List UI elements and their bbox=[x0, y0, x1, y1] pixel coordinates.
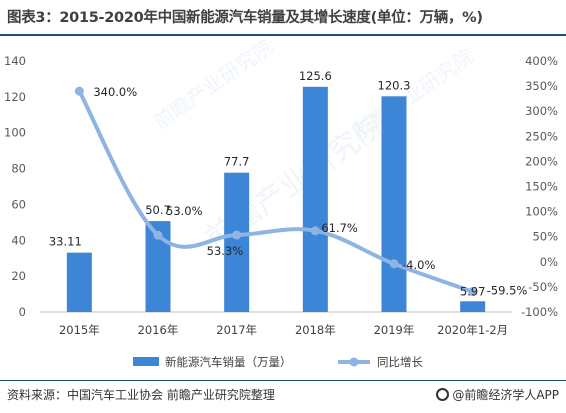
growth-point bbox=[74, 86, 84, 96]
left-tick-label: 40 bbox=[11, 233, 26, 247]
bar bbox=[381, 96, 407, 313]
bar-value-label: 50.7 bbox=[145, 203, 171, 217]
source-note: 资料来源：中国汽车工业协会 前瞻产业研究院整理 bbox=[7, 388, 275, 402]
x-tick-label: 2018年 bbox=[295, 323, 336, 337]
growth-point bbox=[153, 230, 163, 240]
bar bbox=[66, 252, 92, 312]
x-axis: 2015年 2016年 2017年 2018年 2019年 2020年1-2月 bbox=[59, 323, 508, 337]
right-tick-label: 350% bbox=[525, 79, 558, 93]
right-tick-label: 0% bbox=[540, 255, 558, 269]
growth-value-label: -4.0% bbox=[402, 258, 435, 272]
right-tick-label: -50% bbox=[528, 280, 558, 294]
growth-value-label: 53.3% bbox=[207, 244, 244, 258]
title-rule bbox=[0, 34, 566, 36]
left-tick-label: 20 bbox=[11, 269, 26, 283]
right-tick-label: 200% bbox=[525, 154, 558, 168]
legend-bar-label: 新能源汽车销量（万量） bbox=[165, 355, 292, 369]
left-tick-label: 80 bbox=[11, 162, 26, 176]
right-tick-label: 150% bbox=[525, 180, 558, 194]
bar-value-label: 33.11 bbox=[49, 235, 82, 249]
bar bbox=[460, 301, 486, 312]
line-labels: 340.0% 53.0% 53.3% 61.7% -4.0% -59.5% bbox=[93, 85, 527, 298]
growth-point bbox=[310, 226, 320, 236]
bar-value-label: 125.6 bbox=[299, 69, 332, 83]
right-tick-label: 50% bbox=[532, 230, 558, 244]
bar bbox=[302, 86, 328, 313]
bar-value-label: 120.3 bbox=[378, 78, 411, 92]
x-tick-label: 2019年 bbox=[374, 323, 415, 337]
legend: 新能源汽车销量（万量） 同比增长 bbox=[133, 355, 423, 369]
left-tick-label: 60 bbox=[11, 197, 26, 211]
right-tick-label: 250% bbox=[525, 129, 558, 143]
x-tick-label: 2017年 bbox=[216, 323, 257, 337]
left-tick-label: 120 bbox=[4, 90, 26, 104]
right-tick-label: 300% bbox=[525, 104, 558, 118]
brand-logo-icon bbox=[436, 388, 450, 401]
legend-bar-swatch bbox=[133, 357, 159, 366]
right-tick-label: -100% bbox=[521, 305, 558, 319]
svg-text:前瞻产业研究院: 前瞻产业研究院 bbox=[349, 44, 477, 144]
legend-line-marker bbox=[349, 357, 359, 367]
x-tick-label: 2020年1-2月 bbox=[437, 323, 508, 337]
bar-labels: 33.11 50.7 77.7 125.6 120.3 5.97 bbox=[49, 69, 486, 298]
bar-value-label: 5.97 bbox=[460, 284, 486, 298]
chart-title: 图表3：2015-2020年中国新能源汽车销量及其增长速度(单位：万辆，%) bbox=[7, 10, 483, 26]
x-tick-label: 2016年 bbox=[138, 323, 179, 337]
growth-value-label: -59.5% bbox=[487, 284, 528, 298]
left-axis: 0 20 40 60 80 100 120 140 bbox=[4, 54, 26, 319]
growth-point bbox=[468, 287, 478, 297]
growth-value-label: 53.0% bbox=[166, 204, 203, 218]
x-tick-label: 2015年 bbox=[59, 323, 100, 337]
growth-point bbox=[232, 230, 242, 240]
growth-value-label: 61.7% bbox=[321, 221, 358, 235]
growth-value-label: 340.0% bbox=[93, 85, 137, 99]
growth-point bbox=[389, 259, 399, 269]
svg-text:前瞻产业研究院: 前瞻产业研究院 bbox=[149, 34, 277, 134]
growth-line bbox=[77, 89, 475, 294]
bar bbox=[224, 172, 250, 312]
line-series bbox=[74, 86, 478, 297]
left-tick-label: 0 bbox=[19, 305, 26, 319]
bar-series bbox=[66, 86, 486, 313]
right-tick-label: 100% bbox=[525, 205, 558, 219]
brand-credit: @前瞻经济学人APP bbox=[436, 386, 559, 403]
legend-line-label: 同比增长 bbox=[377, 355, 423, 369]
footer-rule bbox=[0, 380, 566, 381]
right-axis: -100% -50% 0% 50% 100% 150% 200% 250% 300% 350% 40… bbox=[521, 54, 558, 319]
right-tick-label: 400% bbox=[525, 54, 558, 68]
left-tick-label: 100 bbox=[4, 126, 26, 140]
brand-text: @前瞻经济学人APP bbox=[452, 388, 559, 402]
bar-value-label: 77.7 bbox=[224, 155, 250, 169]
left-tick-label: 140 bbox=[4, 54, 26, 68]
